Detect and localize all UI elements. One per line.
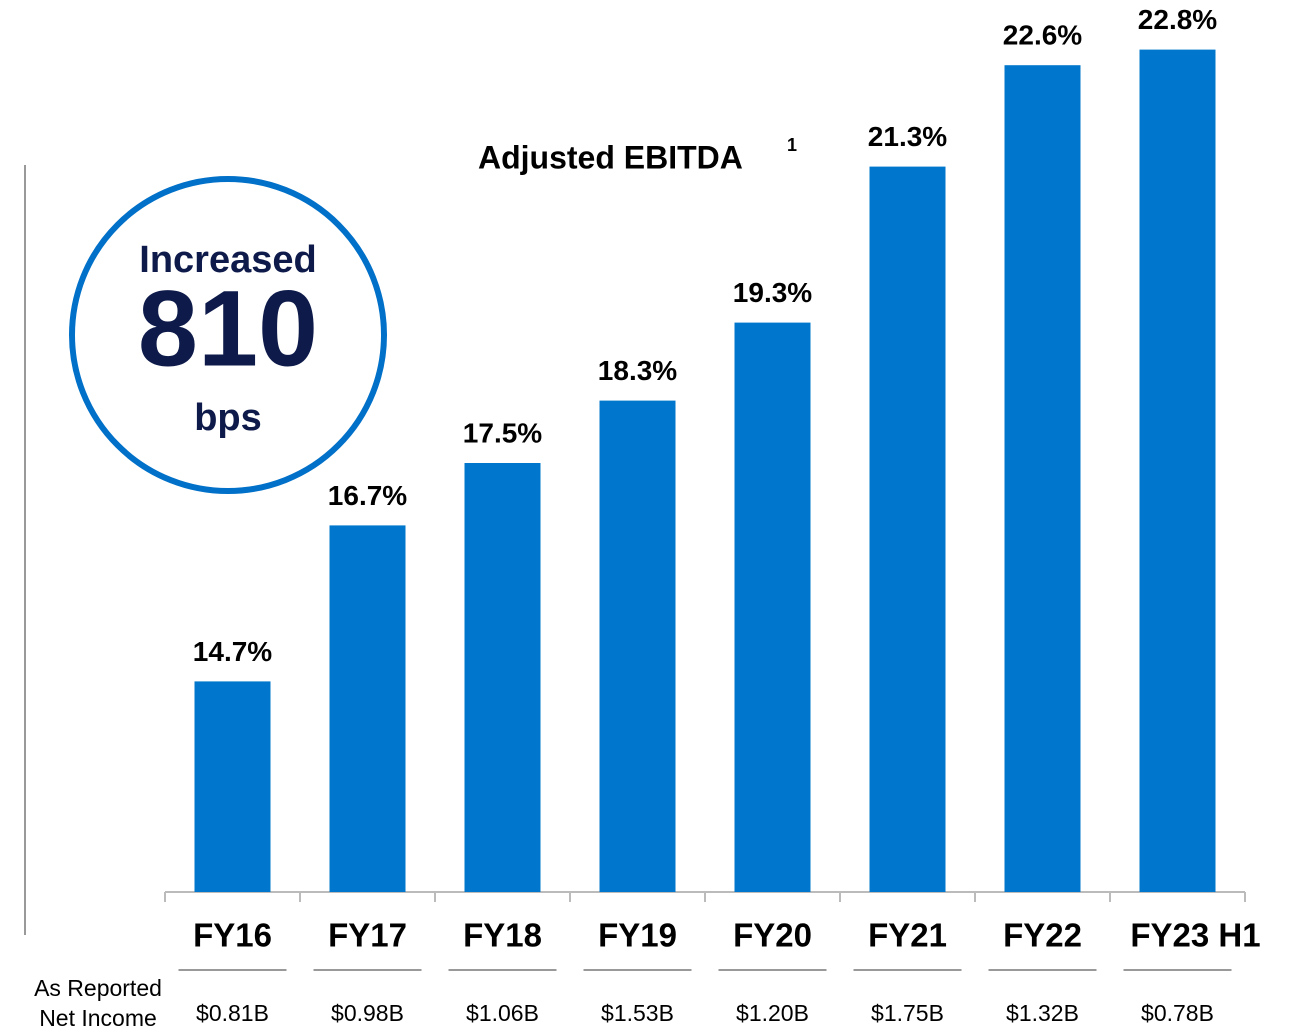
x-tick-label: FY23 H1 (1130, 917, 1260, 954)
data-label: 16.7% (328, 480, 407, 511)
data-label: 22.6% (1003, 20, 1082, 51)
x-tick-label: FY19 (598, 917, 677, 954)
data-label: 19.3% (733, 277, 812, 308)
chart-title: Adjusted EBITDA (478, 139, 743, 175)
bar (194, 681, 271, 892)
callout-text: Increased (139, 239, 316, 281)
data-label: 14.7% (193, 636, 272, 667)
bar (1139, 49, 1216, 893)
data-label: 17.5% (463, 417, 542, 448)
net-income-label: $1.53B (601, 1000, 674, 1026)
net-income-label: $0.78B (1141, 1000, 1214, 1026)
net-income-label: $1.06B (466, 1000, 539, 1026)
x-tick-label: FY17 (328, 917, 407, 954)
row-label: As Reported (34, 975, 162, 1001)
row-label: Net Income (39, 1005, 157, 1031)
x-tick-label: FY16 (193, 917, 272, 954)
bar (1004, 65, 1081, 892)
callout-text: bps (194, 397, 262, 439)
x-tick-label: FY18 (463, 917, 542, 954)
net-income-label: $1.20B (736, 1000, 809, 1026)
net-income-label: $1.75B (871, 1000, 944, 1026)
x-tick-label: FY21 (868, 917, 947, 954)
data-label: 22.8% (1138, 4, 1217, 35)
x-tick-label: FY20 (733, 917, 812, 954)
bar (599, 400, 676, 892)
net-income-label: $0.98B (331, 1000, 404, 1026)
bar (734, 322, 811, 893)
bar (464, 463, 541, 892)
title-superscript: 1 (787, 135, 797, 155)
bar (869, 166, 946, 893)
bar (329, 525, 406, 892)
data-label: 21.3% (868, 121, 947, 152)
callout-number: 810 (138, 268, 318, 389)
data-label: 18.3% (598, 355, 677, 386)
callout-circle (69, 176, 387, 494)
net-income-label: $0.81B (196, 1000, 269, 1026)
x-tick-label: FY22 (1003, 917, 1082, 954)
net-income-label: $1.32B (1006, 1000, 1079, 1026)
